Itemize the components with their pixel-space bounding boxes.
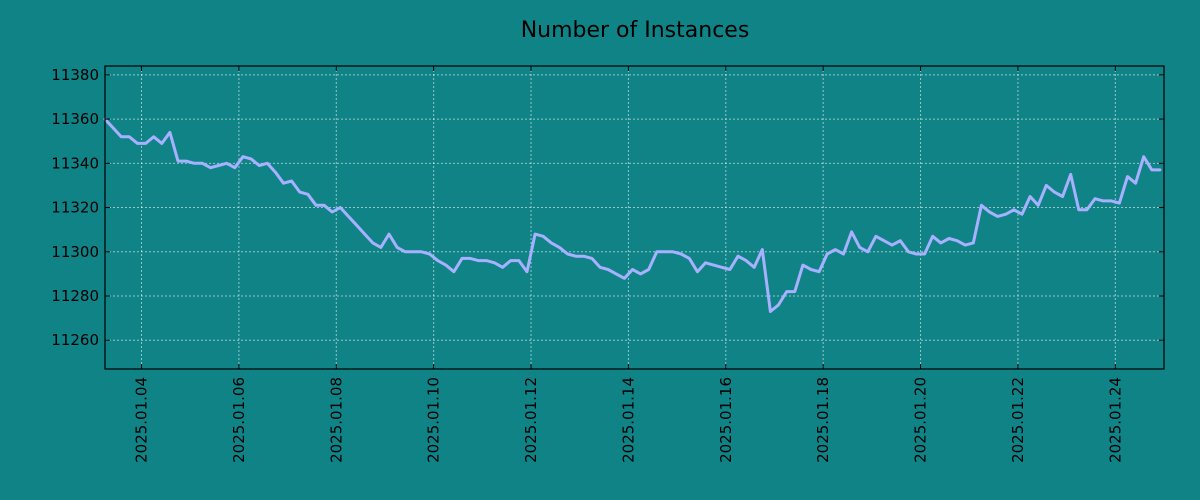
y-tick-label: 11280 (51, 287, 99, 305)
y-tick-labels: 11260 11280 11300 11320 11340 11360 11380 (51, 66, 99, 349)
y-tick-label: 11340 (51, 154, 99, 172)
x-tick-label: 2025.01.18 (814, 377, 832, 463)
x-tick-label: 2025.01.16 (717, 377, 735, 463)
x-tick-label: 2025.01.14 (619, 377, 637, 463)
y-tick-label: 11260 (51, 331, 99, 349)
x-tick-label: 2025.01.20 (912, 377, 930, 463)
ticks (105, 66, 1164, 369)
grid (105, 66, 1164, 369)
series-line-0 (103, 117, 1162, 313)
x-tick-label: 2025.01.12 (522, 377, 540, 463)
series-layer (103, 117, 1162, 313)
x-tick-labels: 2025.01.04 2025.01.06 2025.01.08 2025.01.10… (133, 377, 1125, 463)
x-tick-label: 2025.01.06 (230, 377, 248, 463)
y-tick-label: 11320 (51, 199, 99, 217)
x-tick-label: 2025.01.22 (1009, 377, 1027, 463)
x-tick-label: 2025.01.10 (425, 377, 443, 463)
plot-frame (104, 65, 1165, 370)
y-tick-label: 11360 (51, 110, 99, 128)
y-tick-label: 11380 (51, 66, 99, 84)
x-tick-label: 2025.01.24 (1106, 377, 1124, 463)
y-tick-label: 11300 (51, 243, 99, 261)
x-tick-label: 2025.01.04 (133, 377, 151, 463)
x-tick-label: 2025.01.08 (327, 377, 345, 463)
chart-title: Number of Instances (521, 18, 750, 43)
